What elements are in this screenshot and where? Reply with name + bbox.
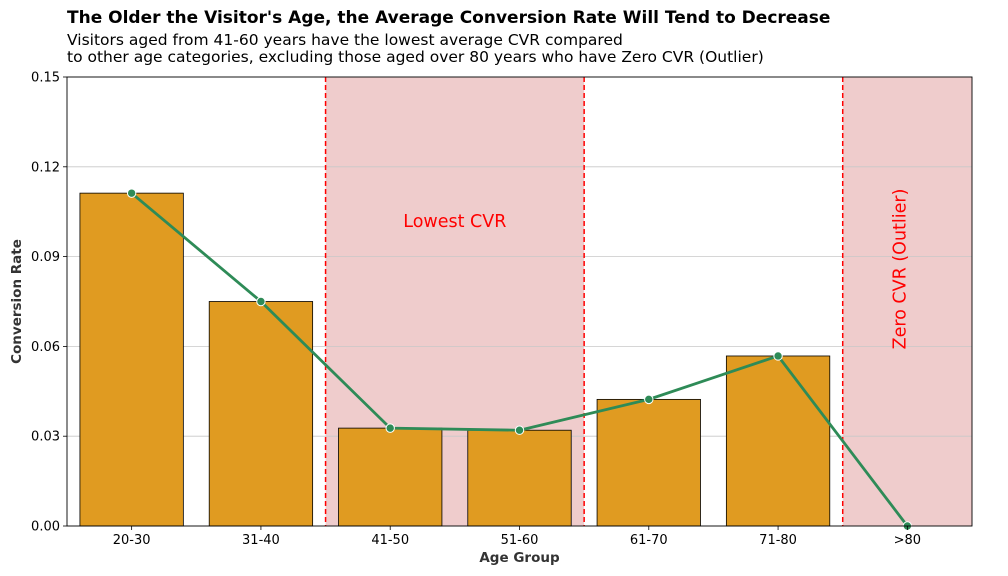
highlight-region-2 <box>842 77 972 526</box>
bar-20-30 <box>79 192 184 527</box>
x-tick-label: 71-80 <box>759 533 797 548</box>
bar-61-70 <box>596 398 701 527</box>
y-tick-label: 0.06 <box>31 340 60 355</box>
x-tick-label: 31-40 <box>242 533 280 548</box>
x-tick-label: 41-50 <box>371 533 409 548</box>
chart-title: The Older the Visitor's Age, the Average… <box>67 8 830 28</box>
bar-41-50 <box>338 427 443 527</box>
y-tick-label: 0.03 <box>31 430 60 445</box>
bar-71-80 <box>725 355 831 527</box>
trend-point-51-60 <box>514 425 525 435</box>
bar-31-40 <box>208 301 314 527</box>
x-tick-label: 61-70 <box>630 533 668 548</box>
annotations: Lowest CVR Zero CVR (Outlier) <box>403 189 910 350</box>
x-axis-label: Age Group <box>479 550 560 566</box>
annotation-label-1: Lowest CVR <box>403 212 506 232</box>
annotation-label-2: Zero CVR (Outlier) <box>890 189 910 350</box>
y-tick-label: 0.09 <box>31 250 60 265</box>
trend-point-41-50 <box>385 423 395 433</box>
trend-point-31-40 <box>256 296 266 307</box>
highlight-dividers <box>324 77 844 526</box>
x-tick-label: 20-30 <box>113 533 151 548</box>
trend-line <box>126 188 913 531</box>
chart-subtitle-line-2: to other age categories, excluding those… <box>67 48 764 66</box>
y-tick-label: 0.00 <box>31 520 60 535</box>
bar-51-60 <box>467 429 572 527</box>
chart-subtitle-line-1: Visitors aged from 41-60 years have the … <box>67 31 623 49</box>
y-axis-label: Conversion Rate <box>9 239 25 364</box>
y-tick-label: 0.15 <box>31 71 60 86</box>
trend-point-71-80 <box>773 351 783 361</box>
x-tick-label: 51-60 <box>501 533 539 548</box>
y-tick-label: 0.12 <box>31 160 60 175</box>
x-tick-label: >80 <box>894 533 921 548</box>
plot-frame <box>66 76 973 527</box>
trend-point-20-30 <box>126 188 137 198</box>
bars <box>79 192 831 527</box>
axes: 0.00 0.03 0.06 0.09 0.12 0.15 20-30 31-40 41-50 5… <box>31 71 973 548</box>
trend-point-61-70 <box>644 394 654 405</box>
